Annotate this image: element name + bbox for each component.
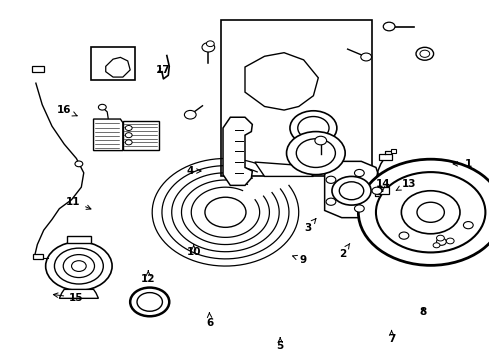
Circle shape — [125, 126, 132, 131]
Text: 2: 2 — [339, 243, 350, 258]
Text: 13: 13 — [396, 179, 416, 190]
Circle shape — [315, 136, 327, 145]
Polygon shape — [325, 161, 378, 218]
Circle shape — [54, 248, 103, 284]
Circle shape — [399, 232, 409, 239]
Circle shape — [401, 191, 460, 234]
Circle shape — [326, 198, 336, 205]
Circle shape — [125, 140, 132, 145]
Text: 3: 3 — [304, 219, 316, 233]
Text: 15: 15 — [53, 293, 84, 303]
Circle shape — [358, 159, 490, 265]
Bar — [91, 46, 135, 80]
Circle shape — [437, 235, 444, 241]
Circle shape — [46, 242, 112, 291]
Text: 6: 6 — [206, 313, 214, 328]
Circle shape — [326, 176, 336, 183]
Circle shape — [332, 176, 371, 205]
Text: 12: 12 — [141, 271, 155, 284]
Text: 5: 5 — [276, 338, 284, 351]
Circle shape — [125, 133, 132, 138]
Circle shape — [464, 221, 473, 229]
Circle shape — [296, 139, 335, 167]
Text: 11: 11 — [66, 197, 91, 209]
Circle shape — [205, 197, 246, 227]
Circle shape — [298, 117, 329, 139]
Circle shape — [137, 293, 162, 311]
Circle shape — [130, 288, 169, 316]
Circle shape — [433, 243, 440, 248]
Bar — [377, 187, 389, 194]
Polygon shape — [59, 289, 98, 298]
Polygon shape — [255, 162, 314, 176]
Bar — [33, 253, 43, 259]
Circle shape — [420, 50, 430, 57]
Circle shape — [287, 132, 345, 175]
Circle shape — [416, 47, 434, 60]
Bar — [32, 66, 44, 72]
Text: 1: 1 — [453, 159, 472, 169]
Bar — [391, 149, 396, 153]
Circle shape — [72, 261, 86, 271]
Text: 10: 10 — [187, 245, 201, 257]
Polygon shape — [223, 117, 252, 185]
Text: 9: 9 — [293, 255, 306, 265]
Circle shape — [63, 255, 95, 278]
Circle shape — [446, 238, 454, 244]
Polygon shape — [94, 119, 123, 150]
Text: 4: 4 — [187, 166, 201, 176]
Circle shape — [184, 111, 196, 119]
Circle shape — [437, 238, 446, 245]
Circle shape — [339, 182, 364, 200]
Polygon shape — [106, 57, 130, 77]
Polygon shape — [245, 53, 318, 110]
Circle shape — [417, 202, 444, 222]
Circle shape — [202, 42, 215, 52]
Text: 16: 16 — [57, 105, 77, 116]
Bar — [220, 21, 372, 176]
Circle shape — [206, 41, 214, 46]
Polygon shape — [123, 121, 159, 149]
Text: 14: 14 — [375, 179, 390, 192]
Circle shape — [354, 205, 364, 212]
Circle shape — [98, 104, 106, 110]
Text: 8: 8 — [420, 307, 427, 317]
Polygon shape — [67, 235, 91, 243]
Circle shape — [383, 22, 395, 31]
Bar — [379, 154, 392, 160]
Text: 17: 17 — [156, 64, 170, 75]
Circle shape — [372, 187, 382, 194]
Circle shape — [361, 53, 371, 61]
Text: 7: 7 — [388, 330, 395, 343]
Circle shape — [354, 170, 364, 177]
Circle shape — [290, 111, 337, 145]
Circle shape — [376, 172, 486, 252]
Circle shape — [75, 161, 83, 167]
